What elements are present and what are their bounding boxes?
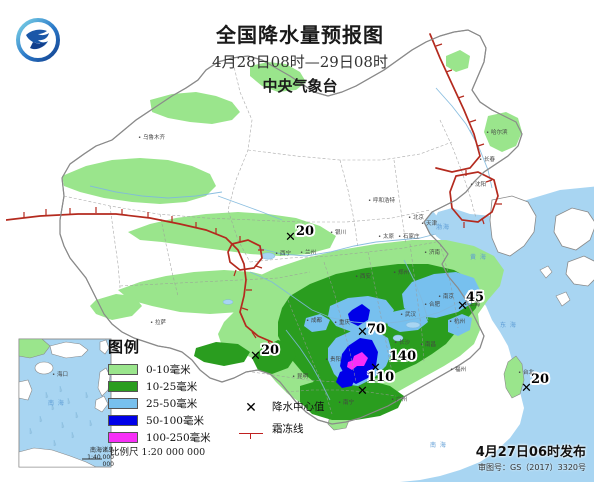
legend-title: 图例 (108, 338, 141, 356)
frost-line (6, 33, 499, 343)
legend-symbol-label-0: 降水中心值 (272, 400, 325, 413)
legend-symbols: ✕ 降水中心值霜冻线 (238, 398, 368, 442)
inset-scale-label: 南海诸岛 1:40 000 000 (74, 447, 114, 468)
legend-row-0: 0-10毫米 (108, 362, 268, 376)
province-borders (63, 57, 477, 415)
precip-band-100-250 (347, 352, 368, 370)
precip-center-icon: ✕ (245, 399, 257, 416)
legend-swatch-1 (108, 380, 138, 392)
cma-dragon-logo (14, 16, 62, 64)
legend-swatch-2 (108, 397, 138, 409)
china-outline (59, 29, 523, 425)
legend-swatch-0 (108, 363, 138, 375)
scale-bar-label: 比例尺 1:20 000 000 (110, 447, 206, 458)
south-china-sea-inset (18, 338, 112, 468)
inset-name: 南海诸岛 (89, 447, 114, 454)
lakes (222, 252, 421, 342)
legend-row-2: 25-50毫米 (108, 396, 268, 410)
legend-symbol-row-frost-line: 霜冻线 (238, 419, 368, 439)
legend-label-2: 25-50毫米 (146, 397, 198, 410)
frost-line-ticks (23, 43, 502, 347)
legend-swatch-4 (108, 431, 138, 443)
legend-label-1: 10-25毫米 (146, 380, 198, 393)
sea-areas (400, 186, 594, 482)
legend-label-0: 0-10毫米 (146, 363, 191, 376)
map-approval-number: 审图号：GS（2017）3320号 (478, 463, 586, 472)
legend: 图例 0-10毫米 10-25毫米 25-50毫米 50-100毫米 100-250毫米 (108, 336, 268, 447)
legend-symbol-label-1: 霜冻线 (272, 422, 304, 435)
inset-scale: 1:40 000 000 (87, 454, 114, 468)
frost-line-icon (238, 419, 264, 439)
publish-time: 4月27日06时发布 (475, 445, 586, 460)
legend-swatch-3 (108, 414, 138, 426)
legend-label-3: 50-100毫米 (146, 414, 204, 427)
legend-label-4: 100-250毫米 (146, 431, 211, 444)
legend-items: 0-10毫米 10-25毫米 25-50毫米 50-100毫米 100-250毫米 (108, 362, 268, 444)
legend-row-1: 10-25毫米 (108, 379, 268, 393)
legend-row-3: 50-100毫米 (108, 413, 268, 427)
publication-block: 4月27日06时发布 审图号：GS（2017）3320号 (476, 445, 586, 474)
legend-symbol-row-precip-center-marker: ✕ 降水中心值 (238, 398, 368, 416)
rivers (89, 87, 493, 401)
legend-row-4: 100-250毫米 (108, 430, 268, 444)
